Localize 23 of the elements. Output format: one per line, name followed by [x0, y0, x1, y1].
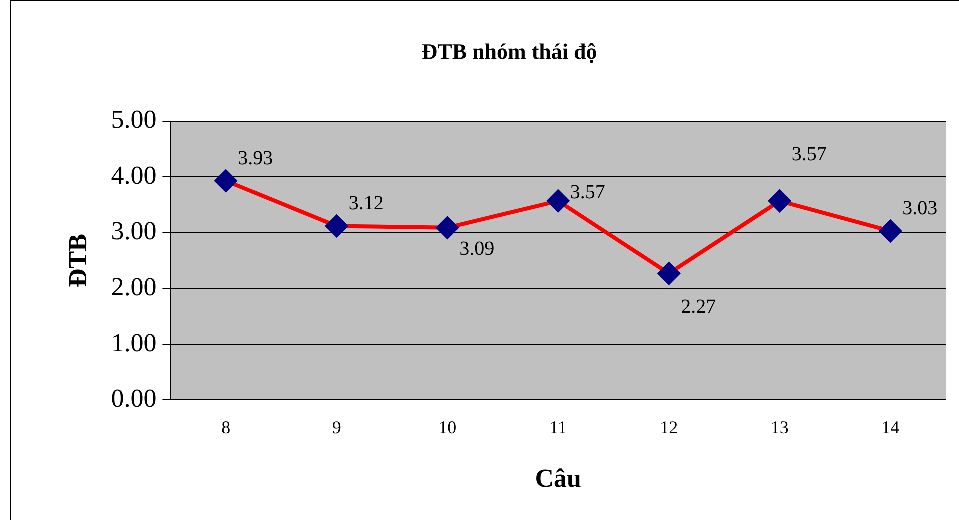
data-label: 2.27: [681, 296, 716, 318]
x-tick-label: 8: [222, 418, 231, 438]
x-tick-label: 11: [550, 418, 568, 438]
y-axis-title: ĐTB: [63, 234, 92, 288]
data-label: 3.57: [570, 181, 606, 204]
data-label: 3.57: [792, 143, 827, 166]
y-tick-label: 5.00: [111, 105, 157, 134]
data-label: 3.93: [238, 147, 274, 170]
data-label: 3.03: [902, 197, 938, 220]
chart-title: ĐTB nhóm thái độ: [422, 38, 598, 64]
x-tick-label: 12: [660, 418, 678, 438]
y-tick-label: 3.00: [111, 216, 157, 246]
y-tick-label: 4.00: [111, 160, 157, 190]
y-tick-label: 2.00: [111, 272, 157, 302]
x-axis-title: Câu: [535, 464, 582, 494]
x-tick-label: 9: [332, 418, 342, 438]
y-tick-label: 0.00: [111, 384, 157, 414]
x-tick-label: 13: [770, 418, 789, 438]
data-label: 3.09: [460, 238, 495, 260]
data-label: 3.12: [348, 192, 384, 214]
x-tick-label: 14: [882, 418, 900, 438]
y-tick-label: 1.00: [111, 328, 157, 358]
x-tick-label: 10: [438, 418, 457, 438]
